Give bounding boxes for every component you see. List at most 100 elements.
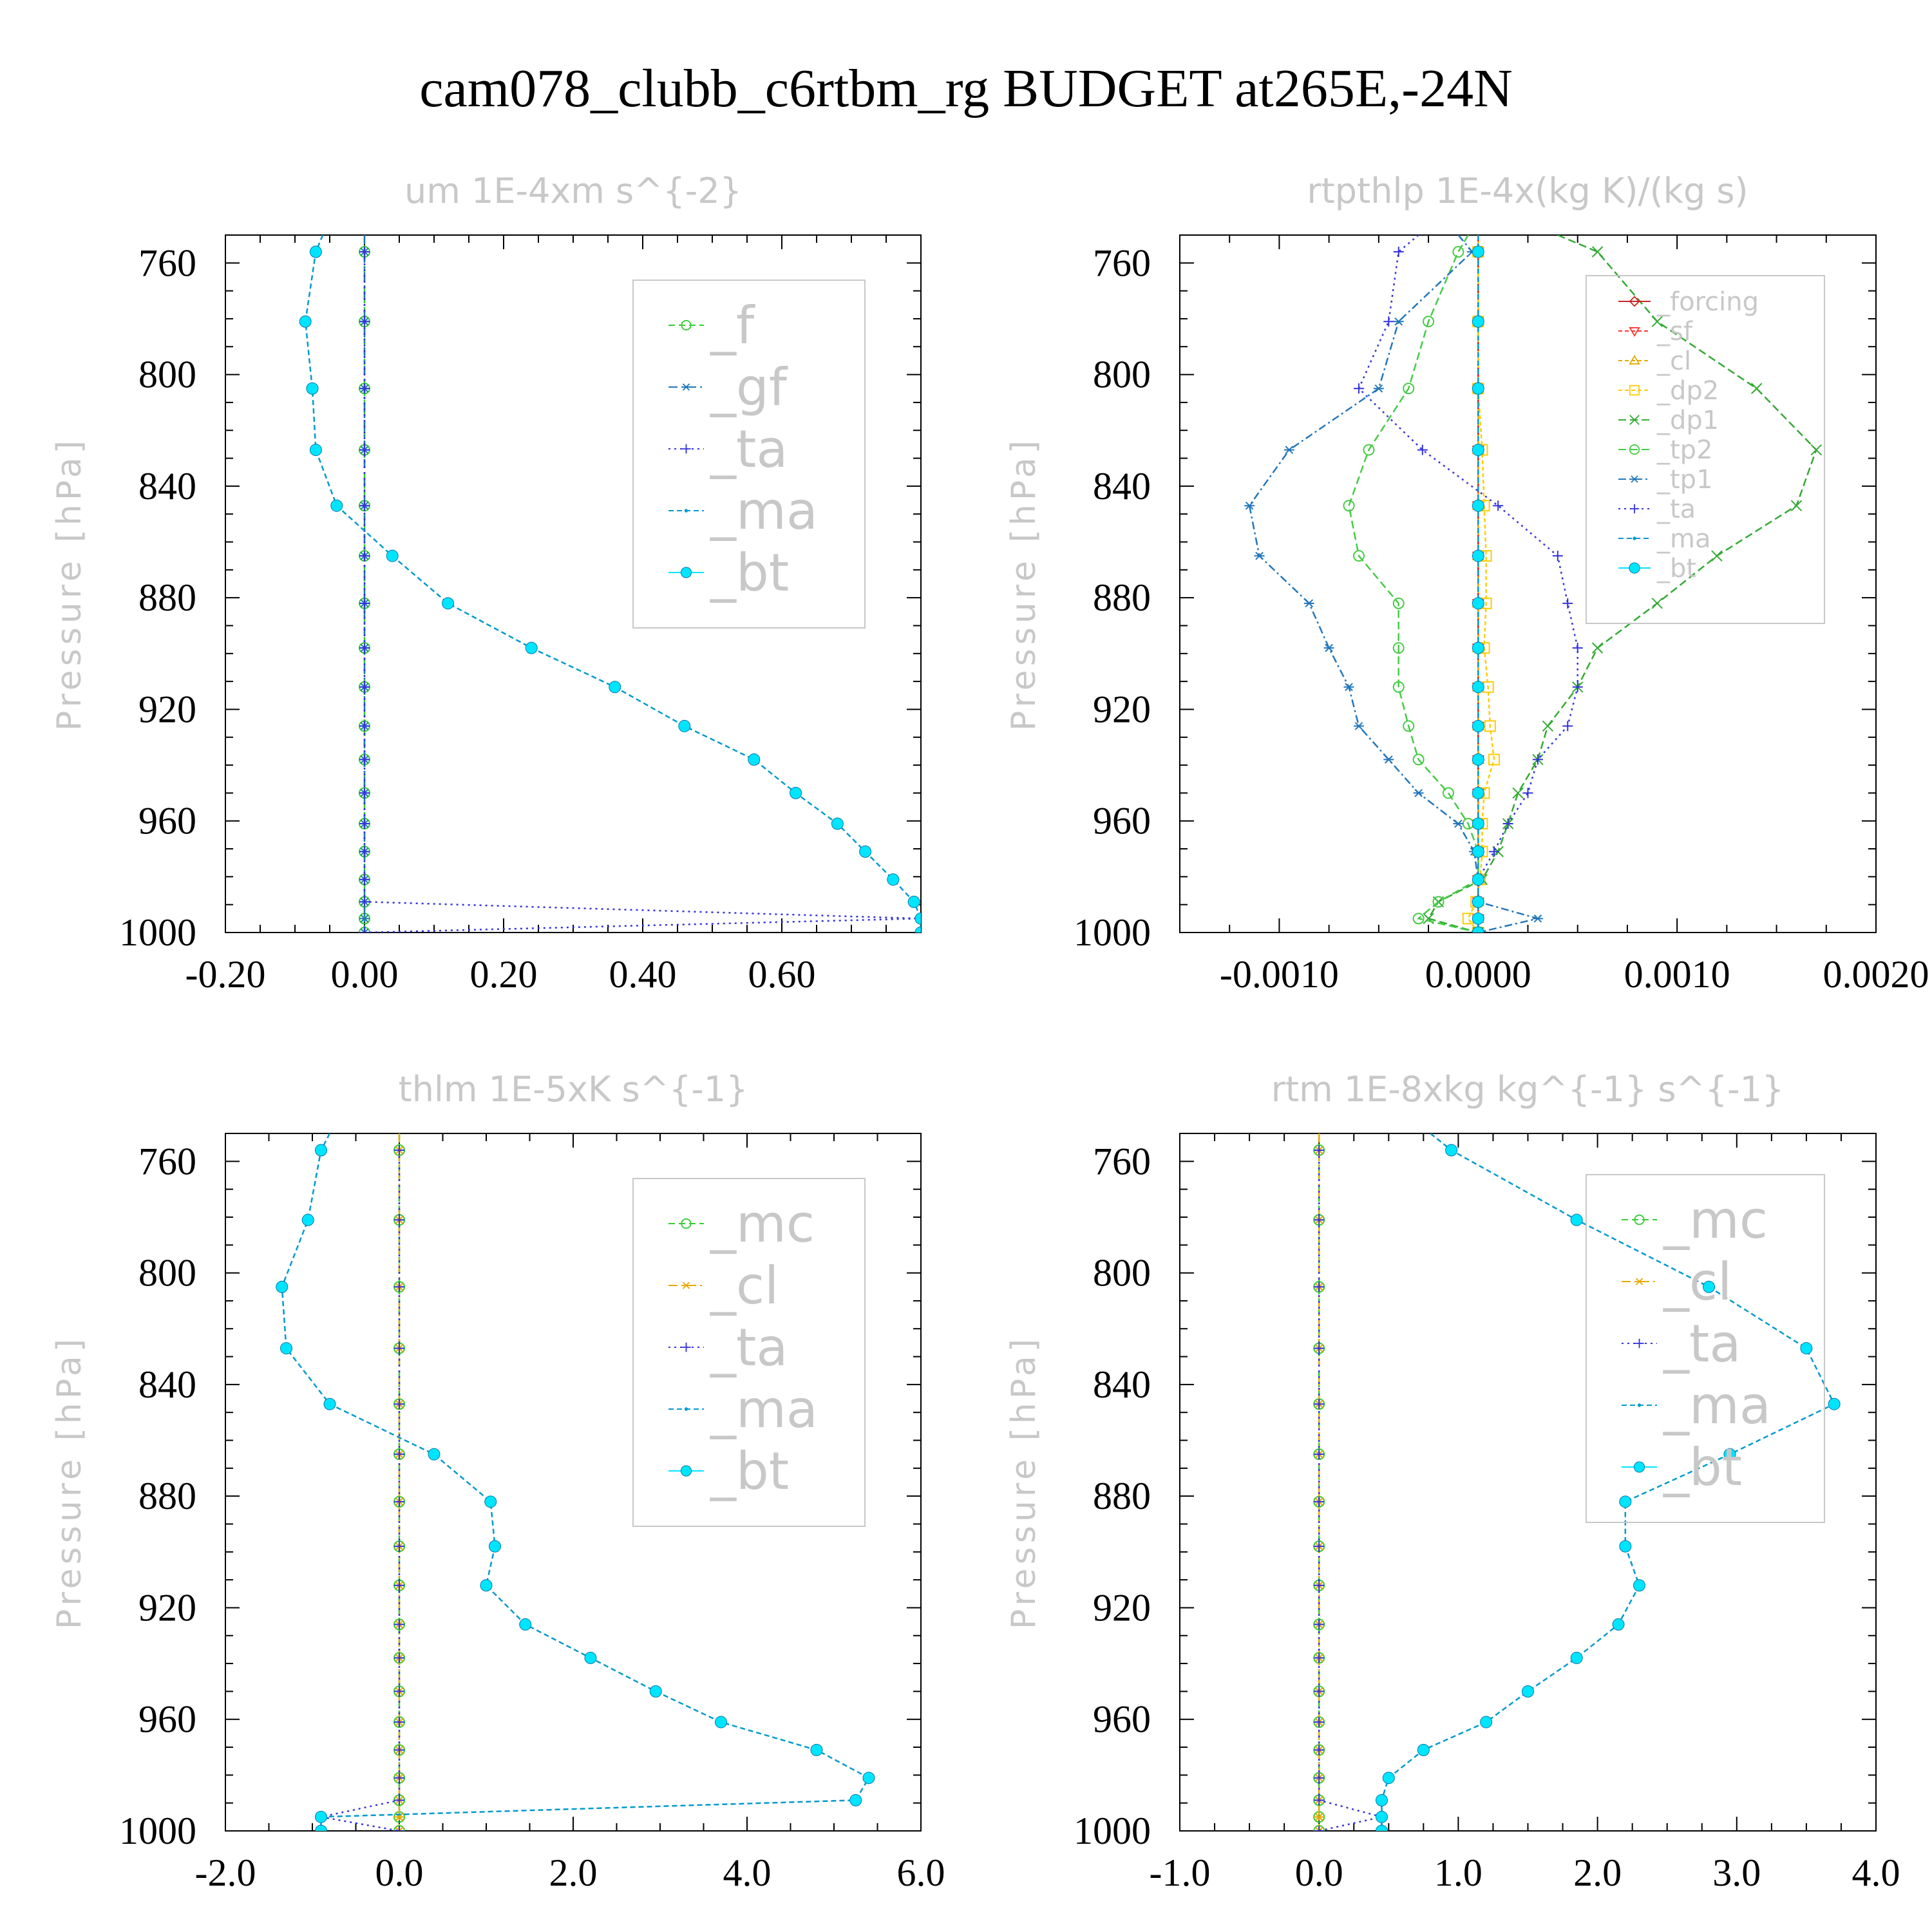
data-point-dp2 — [1462, 913, 1474, 925]
data-point-ta — [1572, 643, 1583, 654]
data-point-bt — [1800, 1342, 1813, 1355]
legend-marker-ta — [681, 1342, 691, 1352]
data-point-tp2 — [1423, 316, 1435, 328]
data-point-bt — [1375, 1824, 1388, 1831]
data-point-bt — [428, 1448, 440, 1461]
data-point-ta — [1522, 788, 1533, 799]
legend-marker-cl — [1629, 355, 1640, 365]
data-point-ta — [394, 1215, 404, 1226]
data-point-ta — [394, 1144, 404, 1155]
data-point-ta — [394, 1826, 404, 1831]
data-point-ta — [359, 643, 370, 654]
x-tick-label: 0.40 — [609, 953, 677, 996]
data-point-ta — [1562, 598, 1573, 609]
legend-marker-tp2 — [1629, 444, 1640, 455]
data-point-bt — [280, 1342, 292, 1355]
x-tick-label: 4.0 — [1852, 1852, 1900, 1894]
y-axis-label: Pressure [hPa] — [50, 437, 89, 731]
y-tick-label: 1000 — [119, 1810, 196, 1852]
data-point-ta — [1314, 1215, 1325, 1226]
data-point-bt — [1472, 597, 1484, 610]
data-point-dp2 — [1488, 753, 1500, 766]
plot-frame — [1179, 1133, 1877, 1832]
data-point-ta — [359, 444, 370, 455]
series-line-tp2 — [1348, 235, 1479, 933]
data-point-ta — [394, 1772, 404, 1783]
x-tick-label: 0.0010 — [1624, 953, 1730, 996]
legend-marker-gf — [681, 383, 691, 391]
data-point-gf — [359, 914, 370, 923]
legend-box — [632, 279, 866, 629]
data-point-ta — [359, 788, 370, 799]
data-point-bt — [1633, 1579, 1645, 1592]
data-point-ta — [1314, 1144, 1325, 1155]
data-point-ta — [1502, 819, 1513, 829]
data-point-ta — [359, 754, 370, 765]
series-line-ta — [1358, 235, 1578, 933]
data-point-bt — [301, 1213, 314, 1226]
data-point-ta — [1314, 1449, 1325, 1460]
x-tick-label: 0.0020 — [1823, 953, 1929, 996]
x-tick-label: 6.0 — [897, 1852, 945, 1894]
y-tick-label: 1000 — [119, 911, 196, 954]
legend-marker-dp1 — [1629, 415, 1640, 425]
data-point-ta — [1314, 1717, 1325, 1728]
x-tick-label: 2.0 — [549, 1852, 598, 1894]
y-tick-label: 880 — [138, 576, 196, 619]
x-tick-label: 3.0 — [1712, 1852, 1761, 1894]
data-point-ta — [1552, 551, 1563, 562]
legend-label: _ma — [1663, 1376, 1771, 1435]
data-point-bt — [887, 873, 900, 886]
y-tick-label: 960 — [1093, 800, 1151, 842]
data-point-ta — [1314, 1826, 1325, 1831]
data-point-bt — [1828, 1397, 1841, 1410]
data-point-bt — [907, 895, 920, 908]
data-point-tp2 — [1432, 896, 1444, 908]
data-point-dp1 — [1651, 316, 1663, 327]
data-point-ta — [359, 551, 370, 562]
x-tick-label: 0.0000 — [1425, 953, 1531, 996]
data-point-tp1 — [1383, 755, 1394, 764]
legend-label: _bt — [710, 1441, 789, 1501]
data-point-ta — [394, 1541, 404, 1552]
data-point-tp2 — [1352, 550, 1365, 562]
panel-rtm: rtm 1E-8xkg kg^{-1} s^{-1} Pressure [hPa]… — [1005, 1069, 1900, 1894]
y-tick-label: 960 — [1093, 1698, 1151, 1741]
y-tick-label: 800 — [138, 1252, 196, 1294]
data-point-bt — [1472, 753, 1484, 766]
y-tick-label: 840 — [138, 1363, 196, 1406]
data-point-bt — [862, 1772, 875, 1785]
x-tick-label: -0.20 — [185, 953, 266, 996]
series-group — [1244, 235, 1823, 933]
data-point-bt — [849, 1794, 862, 1806]
panel-rtpthlp: rtpthlp 1E-4x(kg K)/(kg s) Pressure [hPa]… — [1005, 171, 1929, 996]
legend-label: _forcing — [1656, 287, 1759, 317]
data-point-bt — [315, 1144, 327, 1157]
y-tick-label: 760 — [1093, 242, 1151, 284]
x-tick-label: -1.0 — [1150, 1852, 1211, 1894]
data-point-ta — [1314, 1580, 1325, 1591]
data-point-tp1 — [1393, 317, 1404, 326]
data-point-bt — [1382, 1772, 1395, 1785]
data-point-ta — [1314, 1541, 1325, 1552]
y-tick-label: 760 — [138, 242, 196, 284]
legend-label: _ta — [710, 1318, 788, 1378]
data-point-bt — [315, 1824, 327, 1831]
data-point-tp1 — [1453, 819, 1464, 828]
data-point-ta — [359, 383, 370, 394]
data-point-dp1 — [1591, 642, 1604, 654]
y-tick-label: 1000 — [1074, 911, 1151, 954]
legend-marker-ta — [1629, 504, 1640, 514]
data-point-tp1 — [1303, 599, 1314, 608]
data-point-bt — [519, 1618, 532, 1631]
data-point-bt — [1619, 1495, 1632, 1508]
data-point-dp1 — [1810, 444, 1823, 456]
data-point-bt — [1522, 1685, 1534, 1698]
data-point-ta — [359, 896, 370, 907]
data-point-bt — [1375, 1810, 1388, 1823]
data-point-ta — [394, 1745, 404, 1756]
legend-marker-ma — [1633, 536, 1636, 540]
y-tick-label: 760 — [1093, 1140, 1151, 1182]
legend-marker-ma — [684, 1407, 688, 1411]
y-axis-label: Pressure [hPa] — [1005, 437, 1043, 731]
